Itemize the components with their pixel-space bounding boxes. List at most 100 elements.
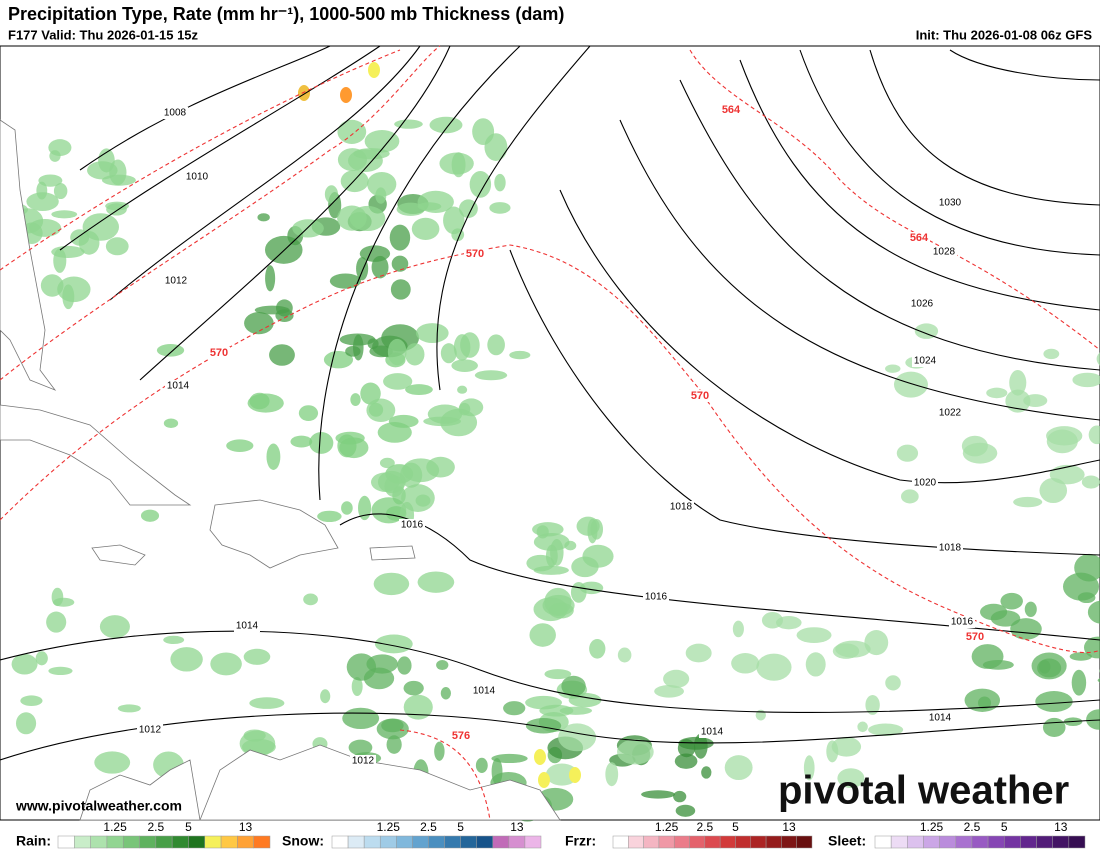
label-bg [912,477,938,489]
legend-swatch [476,835,494,849]
thickness-label: 570 [210,347,228,359]
label-bg [937,407,963,419]
legend-swatch [890,835,908,849]
precip-blob [11,653,38,675]
legend-tick: 2.5 [964,820,981,834]
precip-blob [857,721,868,733]
precip-blob [117,704,141,713]
precip-blob [417,571,455,593]
precip-blob [170,647,203,672]
label-bg [927,712,953,724]
contour-labels: 1008 1010 1012 1014 1016 1018 1016 1014 1014 1012… [137,104,986,767]
legend-tick: 13 [1054,820,1068,834]
pressure-label: 1012 [352,756,375,767]
label-bg [699,726,725,738]
precip-blob [389,224,411,251]
legend-swatch [628,835,644,849]
precip-blob [893,371,928,398]
precip-blob [1043,348,1060,360]
precip-blob [458,199,478,218]
legend-swatch [1020,835,1037,849]
precip-blob [140,509,160,522]
pressure-label: 1016 [401,520,424,531]
legend-tick: 1.25 [377,820,401,834]
legend-tick: 5 [185,820,192,834]
legend-name: Rain: [16,833,51,849]
precip-blob [384,475,404,498]
precip-blob [1069,652,1092,661]
precip-blob [487,334,505,356]
precip-blob [803,755,815,781]
precip-blob [26,192,59,212]
legend-swatch [987,835,1005,849]
precip-blob [796,627,832,644]
precip-blob [367,338,379,350]
thickness-label: 564 [910,232,929,244]
label-bg [908,232,930,244]
label-bg [184,171,210,183]
precip-blob [290,435,313,448]
precip-blob [526,554,555,572]
legend-name: Sleet: [828,833,866,849]
pressure-label: 1012 [165,276,188,287]
precip-blob [484,133,508,161]
precip-blob [350,393,361,407]
label-bg [643,591,669,603]
precip-blob [529,623,556,647]
precip-blob [457,385,468,394]
precip-blob [1071,669,1087,696]
precip-blob [1097,678,1100,683]
precip-blob [156,343,185,357]
precip-blob [70,229,90,246]
precip-blob [582,544,614,568]
label-bg [964,631,986,643]
precip-blob [264,235,303,264]
legend-swatch [155,835,173,849]
precip-blob [417,190,454,213]
precip-blob [1039,477,1068,504]
legend-swatch [612,835,629,849]
legend-swatch [363,835,381,849]
precip-blob [371,497,407,524]
label-bg [949,616,975,628]
precip-blob [298,405,319,422]
precip-blob [163,418,179,429]
precip-blob [474,370,508,381]
precip-heavy [569,767,581,783]
legend-swatch [735,835,752,849]
precip-blob [62,284,75,310]
legend-swatch [923,835,940,849]
precip-blob [885,364,901,373]
precip-blob [345,345,361,357]
legend-swatch [492,835,510,849]
precip-blob [402,458,440,483]
legend-swatch [719,835,736,849]
precip-blob [48,666,73,676]
precip-blob [317,510,342,523]
precip-heavy [340,87,352,103]
precip-blob [405,384,433,396]
precip-blob [415,494,431,507]
precip-blob [1046,429,1078,454]
precip-blob [617,739,654,765]
pressure-label: 1014 [929,713,952,724]
precip-heavy [538,772,550,788]
precip-blob [724,755,753,781]
label-bg [137,724,163,736]
precip-blob [837,768,865,789]
precip-blob [1087,600,1100,624]
pressure-label: 1026 [911,299,934,310]
legend-swatch [704,835,721,849]
precip-blob [1000,592,1023,610]
precip-blob [559,706,593,715]
label-bg [937,542,963,554]
precip-blob [275,299,293,317]
precip-blob [105,237,129,256]
label-bg [399,519,425,531]
precip-blob [732,620,744,638]
pressure-label: 1024 [914,356,937,367]
precip-blob [617,647,632,663]
precip-blob [434,741,445,761]
precip-blob [329,273,362,289]
precip-blob [731,653,760,674]
